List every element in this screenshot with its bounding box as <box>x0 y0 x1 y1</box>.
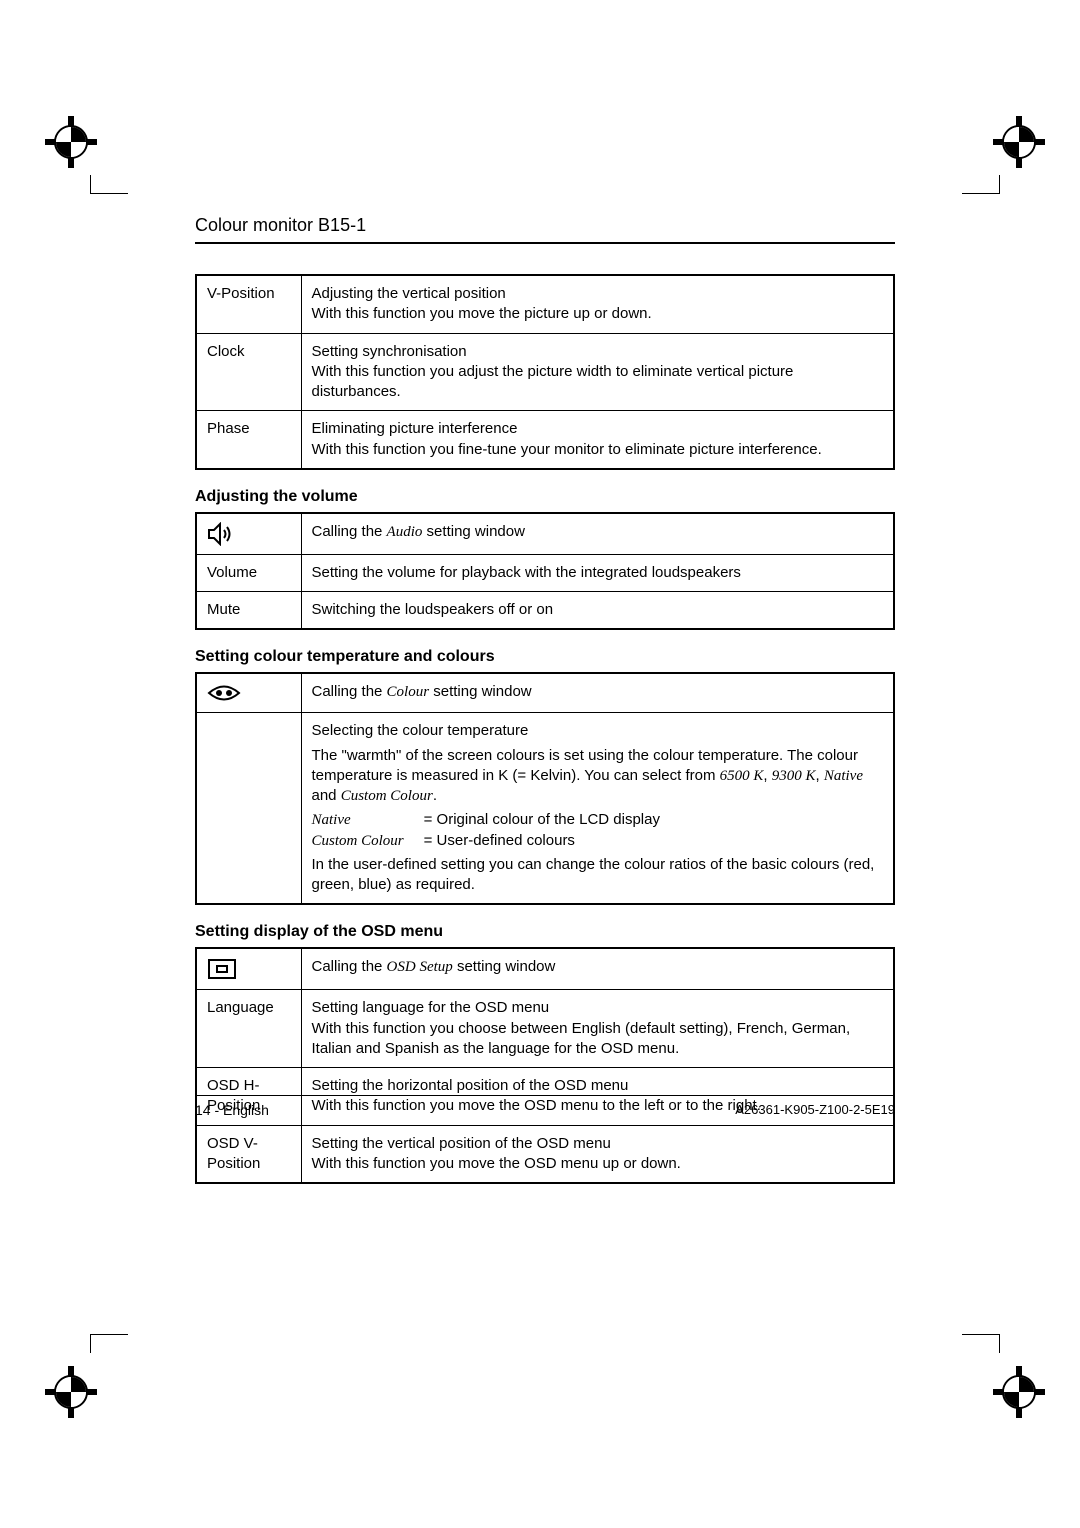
table-row: Clock Setting synchronisation With this … <box>196 333 894 411</box>
setting-term: Volume <box>196 554 301 591</box>
eye-icon <box>196 673 301 713</box>
setting-desc: Setting language for the OSD menu With t… <box>301 990 894 1068</box>
footer-left: 14 - English <box>195 1102 269 1118</box>
table-row: V-Position Adjusting the vertical positi… <box>196 275 894 333</box>
footer-right: A26361-K905-Z100-2-5E19 <box>735 1102 895 1118</box>
footer-rule <box>195 1095 895 1096</box>
table-row: Calling the Colour setting window <box>196 673 894 713</box>
setting-term: V-Position <box>196 275 301 333</box>
setting-desc: Switching the loudspeakers off or on <box>301 592 894 630</box>
setting-term: OSD V-Position <box>196 1125 301 1183</box>
speaker-icon <box>196 513 301 555</box>
colour-defs: Native= Original colour of the LCD displ… <box>312 810 660 851</box>
table-row: Calling the OSD Setup setting window <box>196 948 894 990</box>
setting-desc: Setting the vertical position of the OSD… <box>301 1125 894 1183</box>
colour-table: Calling the Colour setting window Select… <box>195 672 895 905</box>
table-row: Volume Setting the volume for playback w… <box>196 554 894 591</box>
calling-text: Calling the Audio setting window <box>301 513 894 555</box>
table-row: Calling the Audio setting window <box>196 513 894 555</box>
setting-term: Clock <box>196 333 301 411</box>
calling-text: Calling the Colour setting window <box>301 673 894 713</box>
setting-desc: Setting the volume for playback with the… <box>301 554 894 591</box>
table-row: Language Setting language for the OSD me… <box>196 990 894 1068</box>
setting-term-empty <box>196 713 301 905</box>
setting-desc: Eliminating picture interference With th… <box>301 411 894 469</box>
setting-term: Language <box>196 990 301 1068</box>
page-footer: 14 - English A26361-K905-Z100-2-5E19 <box>195 1095 895 1118</box>
reg-mark-bl <box>45 1366 97 1418</box>
reg-mark-tr <box>993 116 1045 168</box>
colour-heading: Setting colour temperature and colours <box>195 648 895 666</box>
osd-heading: Setting display of the OSD menu <box>195 923 895 941</box>
page-content: Colour monitor B15-1 V-Position Adjustin… <box>195 215 895 1184</box>
setting-term: Mute <box>196 592 301 630</box>
picture-settings-table: V-Position Adjusting the vertical positi… <box>195 274 895 470</box>
calling-text: Calling the OSD Setup setting window <box>301 948 894 990</box>
doc-title: Colour monitor B15-1 <box>195 215 895 236</box>
reg-mark-br <box>993 1366 1045 1418</box>
reg-mark-tl <box>45 116 97 168</box>
osd-setup-icon <box>196 948 301 990</box>
table-row: OSD V-Position Setting the vertical posi… <box>196 1125 894 1183</box>
table-row: Mute Switching the loudspeakers off or o… <box>196 592 894 630</box>
setting-desc: Adjusting the vertical position With thi… <box>301 275 894 333</box>
volume-heading: Adjusting the volume <box>195 488 895 506</box>
title-rule <box>195 242 895 244</box>
table-row: Phase Eliminating picture interference W… <box>196 411 894 469</box>
setting-term: Phase <box>196 411 301 469</box>
volume-table: Calling the Audio setting window Volume … <box>195 512 895 631</box>
colour-temp-desc: Selecting the colour temperature The "wa… <box>301 713 894 905</box>
osd-table: Calling the OSD Setup setting window Lan… <box>195 947 895 1184</box>
setting-desc: Setting synchronisation With this functi… <box>301 333 894 411</box>
table-row: Selecting the colour temperature The "wa… <box>196 713 894 905</box>
